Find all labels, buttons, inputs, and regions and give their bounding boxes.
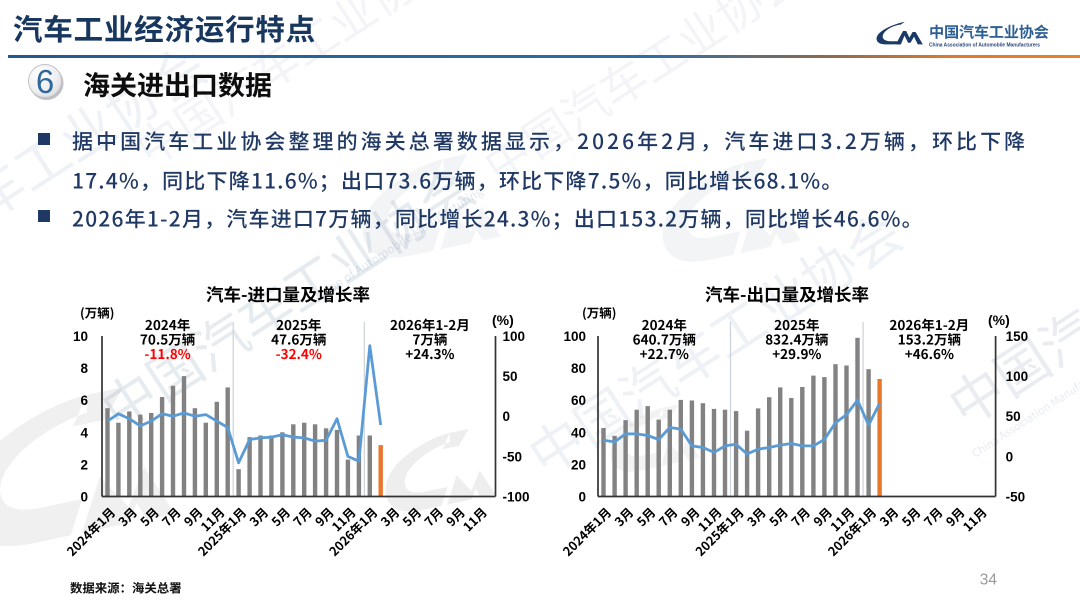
svg-text:10: 10 bbox=[73, 329, 88, 344]
svg-text:-50: -50 bbox=[503, 449, 523, 464]
svg-text:100: 100 bbox=[563, 329, 586, 344]
svg-text:150: 150 bbox=[1006, 329, 1029, 344]
svg-text:34: 34 bbox=[980, 572, 998, 589]
svg-text:50: 50 bbox=[1006, 409, 1021, 424]
svg-text:60: 60 bbox=[571, 393, 586, 408]
svg-text:80: 80 bbox=[571, 361, 586, 376]
svg-text:-50: -50 bbox=[1006, 490, 1026, 505]
svg-text:China Association of Automobil: China Association of Automobile Manufact… bbox=[929, 43, 1040, 49]
svg-text:2: 2 bbox=[80, 457, 88, 472]
svg-text:0: 0 bbox=[578, 490, 586, 505]
svg-text:40: 40 bbox=[571, 425, 586, 440]
svg-text:(%): (%) bbox=[492, 312, 514, 328]
svg-text:6: 6 bbox=[80, 393, 88, 408]
svg-text:100: 100 bbox=[1006, 369, 1029, 384]
svg-text:0: 0 bbox=[503, 409, 511, 424]
svg-text:0: 0 bbox=[80, 490, 88, 505]
svg-text:(%): (%) bbox=[988, 312, 1010, 328]
svg-text:6: 6 bbox=[36, 63, 54, 100]
svg-text:20: 20 bbox=[571, 457, 586, 472]
svg-text:50: 50 bbox=[503, 369, 518, 384]
svg-text:8: 8 bbox=[80, 361, 88, 376]
svg-text:0: 0 bbox=[1006, 449, 1014, 464]
svg-text:-100: -100 bbox=[503, 490, 530, 505]
svg-text:4: 4 bbox=[80, 425, 88, 440]
svg-text:100: 100 bbox=[503, 329, 526, 344]
